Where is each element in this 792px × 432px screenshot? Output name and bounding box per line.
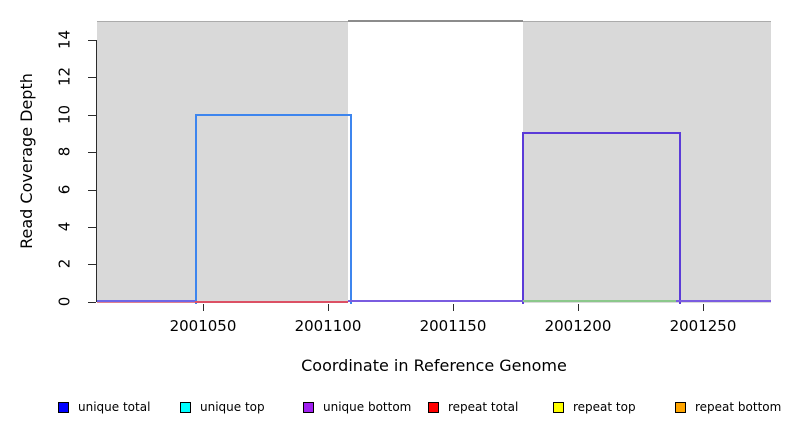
y-tick-label: 4 (55, 221, 74, 232)
legend-label: unique top (200, 400, 265, 414)
repeat-total-swatch-icon (428, 401, 439, 413)
y-tick (88, 152, 96, 153)
y-tick (88, 115, 96, 116)
x-axis-title: Coordinate in Reference Genome (301, 356, 567, 375)
x-tick (453, 304, 454, 311)
repeat-bottom-swatch-icon (675, 401, 686, 413)
unique-total-step (195, 114, 352, 304)
legend-item-repeat-total: repeat total (428, 400, 518, 414)
y-tick-label: 12 (55, 66, 74, 87)
legend-item-repeat-top: repeat top (553, 400, 636, 414)
unique-total-swatch-icon (58, 401, 69, 413)
unique-bottom-step (522, 132, 681, 304)
legend-item-unique-bottom: unique bottom (303, 400, 411, 414)
legend-item-repeat-bottom: repeat bottom (675, 400, 781, 414)
y-tick (88, 40, 96, 41)
y-tick-label: 6 (55, 184, 74, 195)
baseline-segment-green (523, 300, 676, 302)
x-tick-label: 2001250 (669, 317, 737, 335)
legend-item-unique-total: unique total (58, 400, 150, 414)
y-axis-line (96, 40, 97, 302)
legend-label: unique bottom (323, 400, 412, 414)
y-tick (88, 227, 96, 228)
y-axis-title: Read Coverage Depth (17, 73, 36, 249)
y-tick-label: 2 (55, 258, 74, 269)
y-tick-label: 14 (55, 29, 74, 50)
y-tick (88, 77, 96, 78)
unique-top-swatch-icon (180, 401, 191, 413)
x-tick-label: 2001100 (294, 317, 362, 335)
baseline-segment-right (676, 300, 771, 302)
x-tick-label: 2001150 (419, 317, 487, 335)
legend-label: repeat bottom (695, 400, 782, 414)
legend-label: unique total (78, 400, 151, 414)
baseline-red-fringe (97, 302, 195, 303)
x-tick-label: 2001200 (544, 317, 612, 335)
baseline-segment-repeat-total (195, 301, 348, 303)
baseline-segment-left (97, 300, 195, 302)
x-tick (703, 304, 704, 311)
x-tick (328, 304, 329, 311)
y-tick (88, 302, 96, 303)
baseline-segment-middle (348, 300, 523, 302)
y-tick-label: 8 (55, 146, 74, 157)
legend-item-unique-top: unique top (180, 400, 265, 414)
x-tick (203, 304, 204, 311)
y-tick-label: 0 (55, 296, 74, 307)
clipped-white-region (348, 20, 523, 304)
shaded-region-left (97, 21, 348, 303)
repeat-top-swatch-icon (553, 401, 564, 413)
y-tick-label: 10 (55, 104, 74, 125)
shaded-region-right (523, 21, 771, 303)
x-tick (578, 304, 579, 311)
y-tick (88, 264, 96, 265)
y-tick (88, 190, 96, 191)
legend-label: repeat top (573, 400, 636, 414)
x-tick-label: 2001050 (169, 317, 237, 335)
legend-label: repeat total (448, 400, 519, 414)
unique-bottom-swatch-icon (303, 401, 314, 413)
